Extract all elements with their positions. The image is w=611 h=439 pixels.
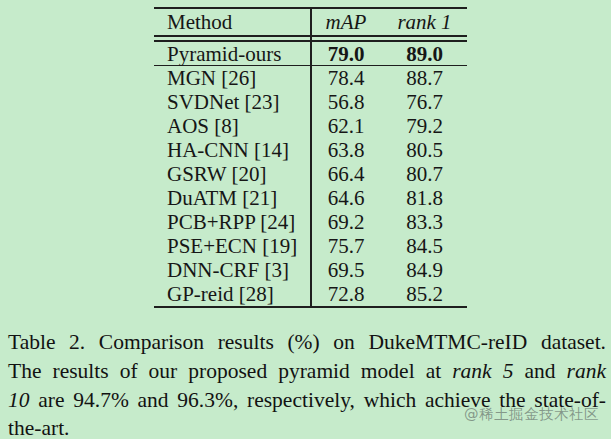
table-column-divider [310,7,312,308]
map-cell: 62.1 [310,114,382,138]
method-cell: GP-reid [28] [154,282,310,306]
rank1-cell: 88.7 [382,66,467,90]
method-cell: Pyramid-ours [154,42,310,66]
results-table: Method mAP rank 1 Pyramid-ours 79.0 89.0… [154,7,467,308]
caption-line: The results of our proposed pyramid mode… [8,357,606,386]
method-cell: SVDNet [23] [154,90,310,114]
value-cells: 69.2 83.3 [310,210,467,234]
value-cells: 56.8 76.7 [310,90,467,114]
value-cells: 63.8 80.5 [310,138,467,162]
rank1-cell: 80.7 [382,162,467,186]
rank1-cell: 79.2 [382,114,467,138]
value-cells: 64.6 81.8 [310,186,467,210]
method-cell: HA-CNN [14] [154,138,310,162]
header-map: mAP [310,10,382,34]
map-cell: 69.2 [310,210,382,234]
caption-line: Table 2. Comparison results (%) on DukeM… [8,328,606,357]
header-rank1: rank 1 [382,10,467,34]
map-cell: 78.4 [310,66,382,90]
method-cell: DuATM [21] [154,186,310,210]
method-cell: PCB+RPP [24] [154,210,310,234]
watermark: @稀土掘金技术社区 [464,405,599,424]
rank1-cell: 83.3 [382,210,467,234]
rank1-cell: 80.5 [382,138,467,162]
rank1-cell: 85.2 [382,282,467,306]
header-values: mAP rank 1 [310,10,467,34]
map-cell: 75.7 [310,234,382,258]
method-cell: DNN-CRF [3] [154,258,310,282]
value-cells: 66.4 80.7 [310,162,467,186]
rank1-cell: 81.8 [382,186,467,210]
value-cells: 69.5 84.9 [310,258,467,282]
method-cell: MGN [26] [154,66,310,90]
method-cell: GSRW [20] [154,162,310,186]
value-cells: 79.0 89.0 [310,42,467,66]
header-method: Method [154,10,310,34]
value-cells: 72.8 85.2 [310,282,467,306]
rank1-cell: 84.5 [382,234,467,258]
map-cell: 64.6 [310,186,382,210]
value-cells: 62.1 79.2 [310,114,467,138]
method-cell: PSE+ECN [19] [154,234,310,258]
method-cell: AOS [8] [154,114,310,138]
value-cells: 78.4 88.7 [310,66,467,90]
map-cell: 79.0 [310,42,382,66]
map-cell: 72.8 [310,282,382,306]
map-cell: 56.8 [310,90,382,114]
rank1-cell: 89.0 [382,42,467,66]
map-cell: 63.8 [310,138,382,162]
value-cells: 75.7 84.5 [310,234,467,258]
map-cell: 69.5 [310,258,382,282]
rank1-cell: 84.9 [382,258,467,282]
rank1-cell: 76.7 [382,90,467,114]
map-cell: 66.4 [310,162,382,186]
